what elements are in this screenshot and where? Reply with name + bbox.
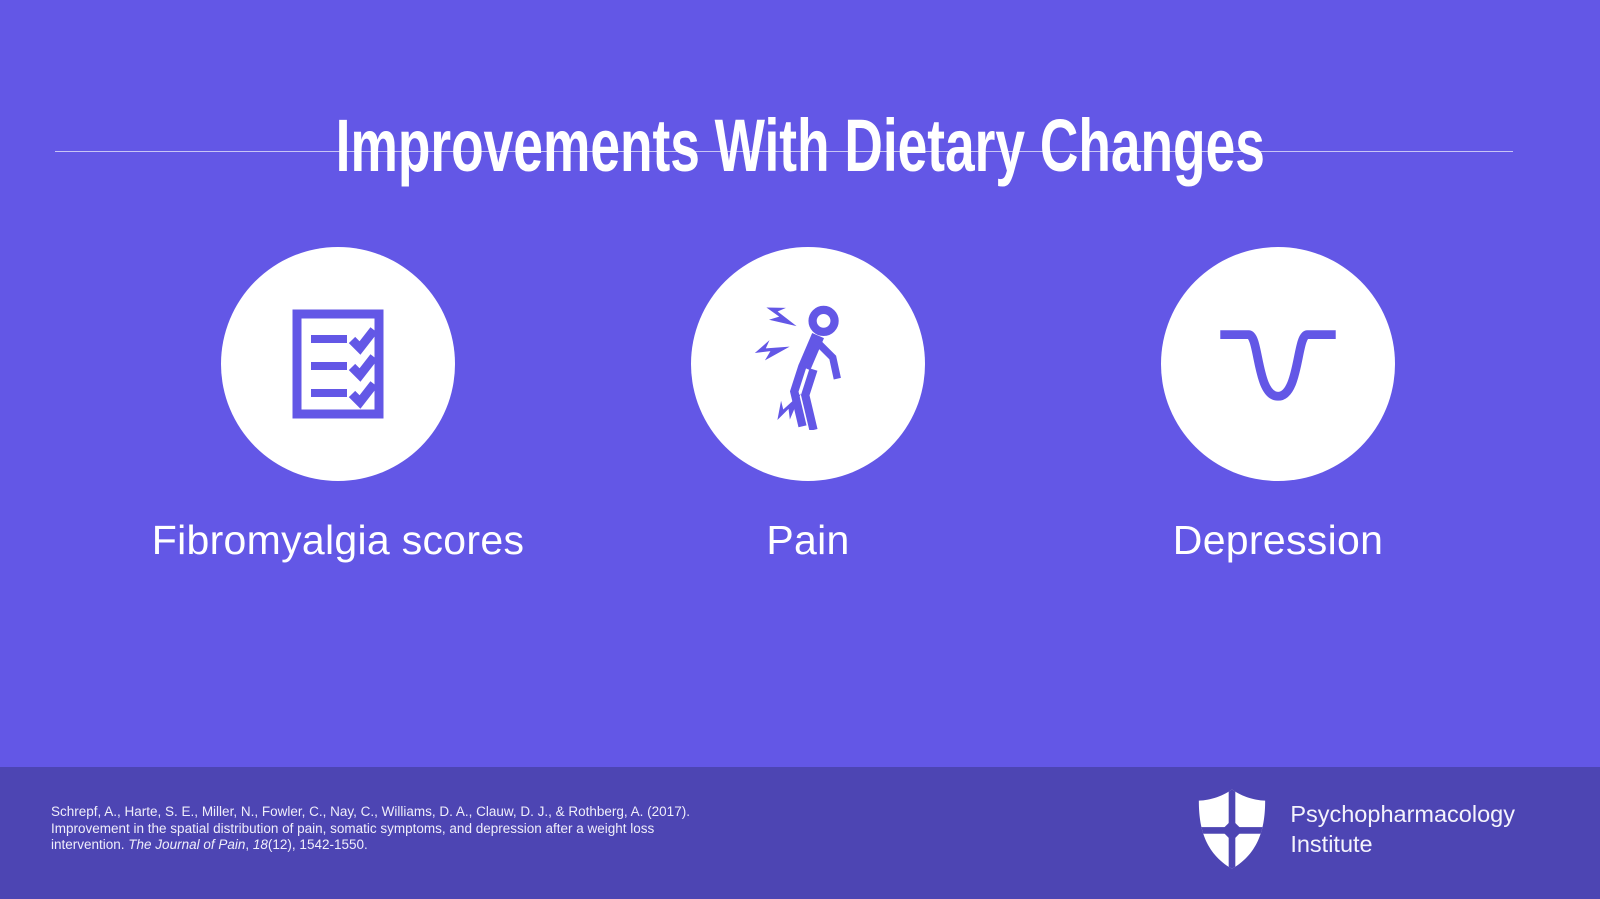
item-pain: Pain (573, 247, 1043, 564)
item-depression: Depression (1043, 247, 1513, 564)
shield-logo-icon (1199, 789, 1266, 869)
institute-name-line1: Psychopharmacology (1290, 801, 1515, 827)
institute-name-line2: Institute (1290, 831, 1373, 857)
citation-line3: intervention. The Journal of Pain, 18(12… (51, 837, 368, 853)
page-title: Improvements With Dietary Changes (335, 103, 1265, 187)
item-fibromyalgia-scores: Fibromyalgia scores (103, 247, 573, 564)
title-divider (55, 151, 1513, 152)
item-label: Depression (1172, 517, 1384, 563)
item-label: Fibromyalgia scores (151, 517, 525, 563)
icon-circle (691, 247, 925, 481)
checklist-icon (292, 309, 384, 419)
citation: Schrepf, A., Harte, S. E., Miller, N., F… (51, 804, 690, 853)
citation-line2: Improvement in the spatial distribution … (51, 820, 655, 836)
institute-name: Psychopharmacology Institute (1290, 799, 1515, 859)
citation-line1: Schrepf, A., Harte, S. E., Miller, N., F… (51, 804, 690, 820)
icon-circle (221, 247, 455, 481)
institute-logo: Psychopharmacology Institute (1196, 788, 1515, 870)
pain-person-icon (754, 298, 841, 430)
feature-columns: Fibromyalgia scores Pain (103, 247, 1513, 564)
depression-curve-icon (1220, 330, 1336, 401)
icon-circle (1161, 247, 1395, 481)
slide-header: Improvements With Dietary Changes (0, 56, 1600, 235)
item-label: Pain (766, 517, 850, 563)
footer-bar: Schrepf, A., Harte, S. E., Miller, N., F… (0, 767, 1600, 899)
